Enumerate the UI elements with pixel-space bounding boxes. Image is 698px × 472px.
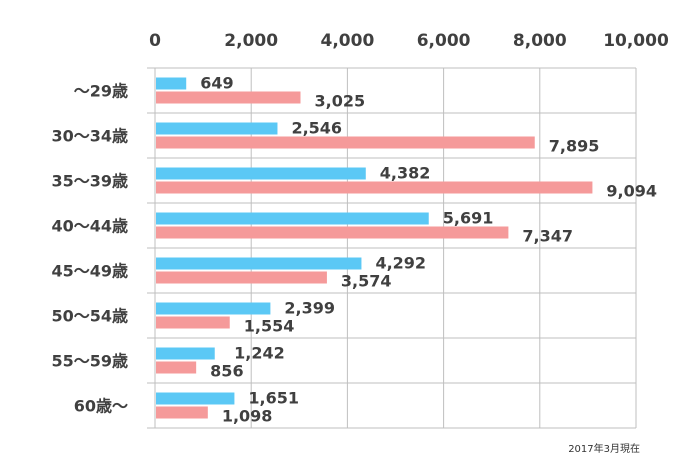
bar-blue-3 (156, 212, 429, 225)
bars (156, 77, 593, 419)
category-label-0: ～29歳 (74, 82, 128, 101)
x-tick-label-3: 6,000 (417, 31, 471, 51)
data-labels: 649 3,025 2,546 7,895 4,382 9,094 5,691 7,347 4,… (200, 74, 657, 426)
data-label-blue-2: 4,382 (380, 164, 431, 183)
x-tick-label-2: 4,000 (321, 31, 375, 51)
category-labels: ～29歳 30～34歳 35～39歳 40～44歳 45～49歳 50～54歳 55～59歳… (51, 82, 128, 416)
bar-pink-2 (156, 181, 593, 194)
bar-blue-2 (156, 167, 366, 180)
date-note: 2017年3月現在 (568, 442, 640, 455)
bar-pink-1 (156, 136, 535, 149)
data-label-pink-7: 1,098 (222, 407, 273, 426)
data-label-pink-4: 3,574 (341, 272, 392, 291)
data-label-blue-7: 1,651 (248, 389, 299, 408)
category-label-6: 55～59歳 (51, 352, 128, 371)
bar-blue-1 (156, 122, 278, 135)
tick-labels: 0 2,000 4,000 6,000 8,000 10,000 (149, 31, 669, 51)
data-label-blue-4: 4,292 (375, 254, 426, 273)
data-label-pink-2: 9,094 (606, 182, 657, 201)
bar-blue-0 (156, 77, 187, 90)
x-tick-label-0: 0 (149, 31, 161, 51)
data-label-pink-0: 3,025 (315, 92, 366, 111)
bar-pink-0 (156, 91, 301, 104)
data-label-blue-6: 1,242 (234, 344, 285, 363)
category-label-4: 45～49歳 (51, 262, 128, 281)
data-label-blue-1: 2,546 (291, 119, 342, 138)
category-label-3: 40～44歳 (51, 217, 128, 236)
x-tick-label-5: 10,000 (603, 31, 669, 51)
bar-pink-6 (156, 361, 197, 374)
bar-blue-4 (156, 257, 362, 270)
data-label-blue-3: 5,691 (443, 209, 494, 228)
bar-pink-7 (156, 406, 208, 419)
data-label-blue-5: 2,399 (284, 299, 335, 318)
category-label-5: 50～54歳 (51, 307, 128, 326)
bar-blue-7 (156, 392, 235, 405)
category-label-1: 30～34歳 (51, 127, 128, 146)
x-tick-label-1: 2,000 (224, 31, 278, 51)
data-label-pink-6: 856 (210, 362, 243, 381)
bar-pink-5 (156, 316, 230, 329)
x-tick-label-4: 8,000 (513, 31, 567, 51)
data-label-pink-1: 7,895 (549, 137, 600, 156)
bar-pink-4 (156, 271, 327, 284)
data-label-pink-3: 7,347 (522, 227, 573, 246)
bar-pink-3 (156, 226, 509, 239)
category-label-2: 35～39歳 (51, 172, 128, 191)
data-label-blue-0: 649 (200, 74, 233, 93)
grid-layer (147, 67, 637, 429)
bar-blue-5 (156, 302, 271, 315)
bar-blue-6 (156, 347, 215, 360)
data-label-pink-5: 1,554 (244, 317, 295, 336)
category-label-7: 60歳～ (74, 397, 128, 416)
